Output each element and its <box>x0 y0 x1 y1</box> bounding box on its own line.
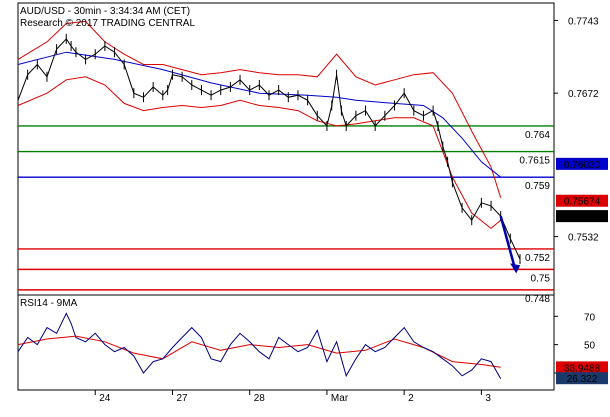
x-tick-label: 3 <box>485 393 491 404</box>
price-series <box>17 33 521 265</box>
level-label: 0.7615 <box>519 156 550 167</box>
level-label: 0.748 <box>525 294 550 305</box>
x-tick-label: Mar <box>331 393 349 404</box>
price-badge-label: 26.322 <box>567 374 598 385</box>
bb-lower-line <box>17 76 502 230</box>
price-badge-bg <box>556 361 608 374</box>
price-badge-bg <box>556 194 608 207</box>
bollinger-bands <box>17 20 502 230</box>
x-tick-label: 27 <box>176 393 188 404</box>
x-axis-ticks: 24 27 28 Mar 2 3 <box>94 390 491 404</box>
rsi-y-tick-label: 50 <box>584 341 596 352</box>
chart-header-line1: AUD/USD - 30min - 3:34:34 AM (CET) <box>20 6 190 17</box>
projection-arrowhead <box>510 263 521 274</box>
y-tick-label: 0.7743 <box>568 16 599 27</box>
level-label: 0.752 <box>525 253 550 264</box>
price-badge-label: 0.75523 <box>564 212 601 223</box>
y-tick-label: 0.7532 <box>568 233 599 244</box>
rsi-title: RSI14 - 9MA <box>20 298 78 309</box>
x-tick-label: 28 <box>254 393 266 404</box>
level-label: 0.764 <box>525 130 550 141</box>
price-panel-frame <box>17 2 555 296</box>
price-badge-label: 0.75674 <box>564 197 601 208</box>
price-badge-bg <box>556 157 608 170</box>
rsi-series <box>17 312 502 379</box>
projection-arrow <box>499 215 521 274</box>
x-tick-label: 2 <box>408 393 414 404</box>
rsi-line <box>17 312 502 379</box>
price-badge-label: 0.76030 <box>564 160 601 171</box>
moving-average <box>17 51 502 178</box>
price-badge-bg <box>556 372 608 385</box>
price-badge-bg <box>556 210 608 223</box>
level-label: 0.75 <box>531 273 551 284</box>
bb-upper-line <box>17 20 502 198</box>
price-levels: 0.764 0.7615 0.759 0.752 0.75 0.748 <box>18 125 554 305</box>
level-label: 0.759 <box>525 181 550 192</box>
y-tick-label: 0.7672 <box>568 89 599 100</box>
rsi-panel-frame <box>17 294 555 391</box>
x-tick-label: 24 <box>99 393 111 404</box>
projection-line <box>499 215 517 270</box>
chart-header-line2: Research © 2017 TRADING CENTRAL <box>20 18 195 29</box>
ma-line <box>17 51 502 178</box>
price-line <box>17 38 521 260</box>
price-badge-label: 33.9488 <box>564 363 601 374</box>
rsi-y-tick-label: 70 <box>584 312 596 323</box>
